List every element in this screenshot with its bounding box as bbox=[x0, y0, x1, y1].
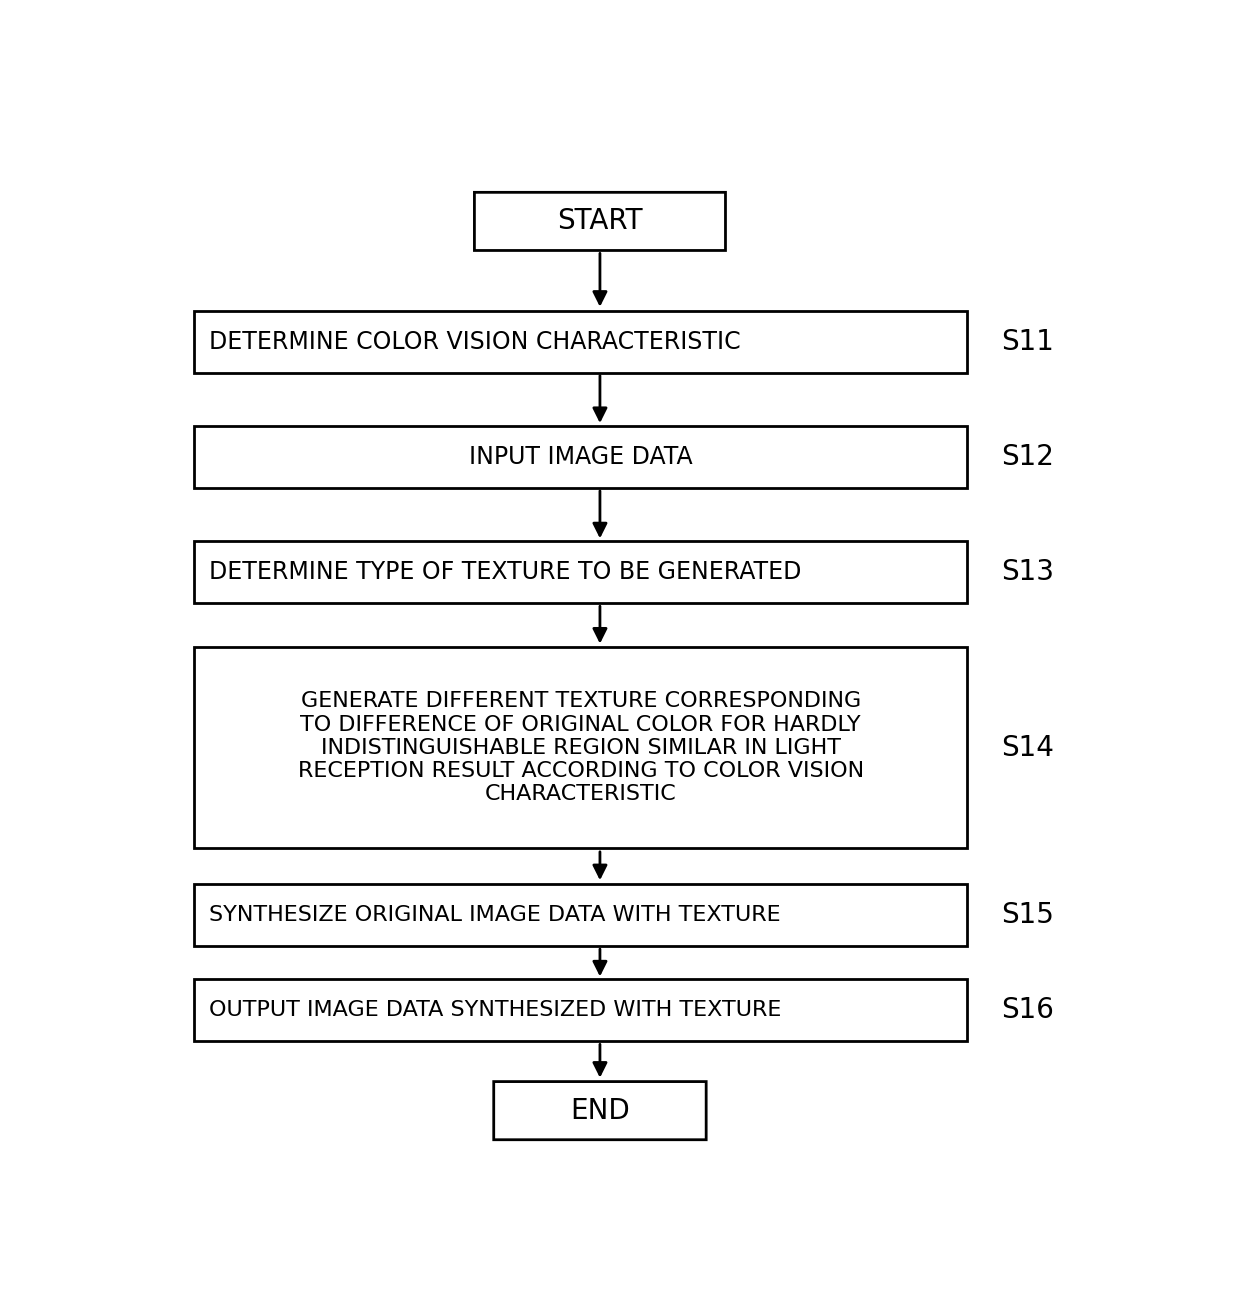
Text: INPUT IMAGE DATA: INPUT IMAGE DATA bbox=[468, 445, 693, 469]
Bar bbox=[194, 979, 967, 1042]
Text: S14: S14 bbox=[1001, 734, 1054, 762]
FancyBboxPatch shape bbox=[475, 193, 725, 250]
Text: S13: S13 bbox=[1001, 559, 1054, 586]
Bar bbox=[194, 647, 967, 848]
Text: DETERMINE TYPE OF TEXTURE TO BE GENERATED: DETERMINE TYPE OF TEXTURE TO BE GENERATE… bbox=[209, 560, 801, 585]
Text: OUTPUT IMAGE DATA SYNTHESIZED WITH TEXTURE: OUTPUT IMAGE DATA SYNTHESIZED WITH TEXTU… bbox=[209, 1000, 781, 1021]
Text: START: START bbox=[557, 207, 643, 236]
Bar bbox=[194, 884, 967, 947]
Text: DETERMINE COLOR VISION CHARACTERISTIC: DETERMINE COLOR VISION CHARACTERISTIC bbox=[209, 329, 740, 354]
Text: END: END bbox=[571, 1096, 629, 1125]
Bar bbox=[194, 426, 967, 488]
Text: SYNTHESIZE ORIGINAL IMAGE DATA WITH TEXTURE: SYNTHESIZE ORIGINAL IMAGE DATA WITH TEXT… bbox=[209, 905, 780, 926]
Text: S11: S11 bbox=[1001, 328, 1054, 355]
Text: S12: S12 bbox=[1001, 443, 1054, 471]
Text: S16: S16 bbox=[1001, 996, 1054, 1025]
Text: GENERATE DIFFERENT TEXTURE CORRESPONDING
TO DIFFERENCE OF ORIGINAL COLOR FOR HAR: GENERATE DIFFERENT TEXTURE CORRESPONDING… bbox=[298, 691, 863, 805]
Text: S15: S15 bbox=[1001, 901, 1054, 930]
Bar bbox=[194, 542, 967, 603]
Bar bbox=[194, 311, 967, 372]
FancyBboxPatch shape bbox=[493, 1082, 706, 1139]
